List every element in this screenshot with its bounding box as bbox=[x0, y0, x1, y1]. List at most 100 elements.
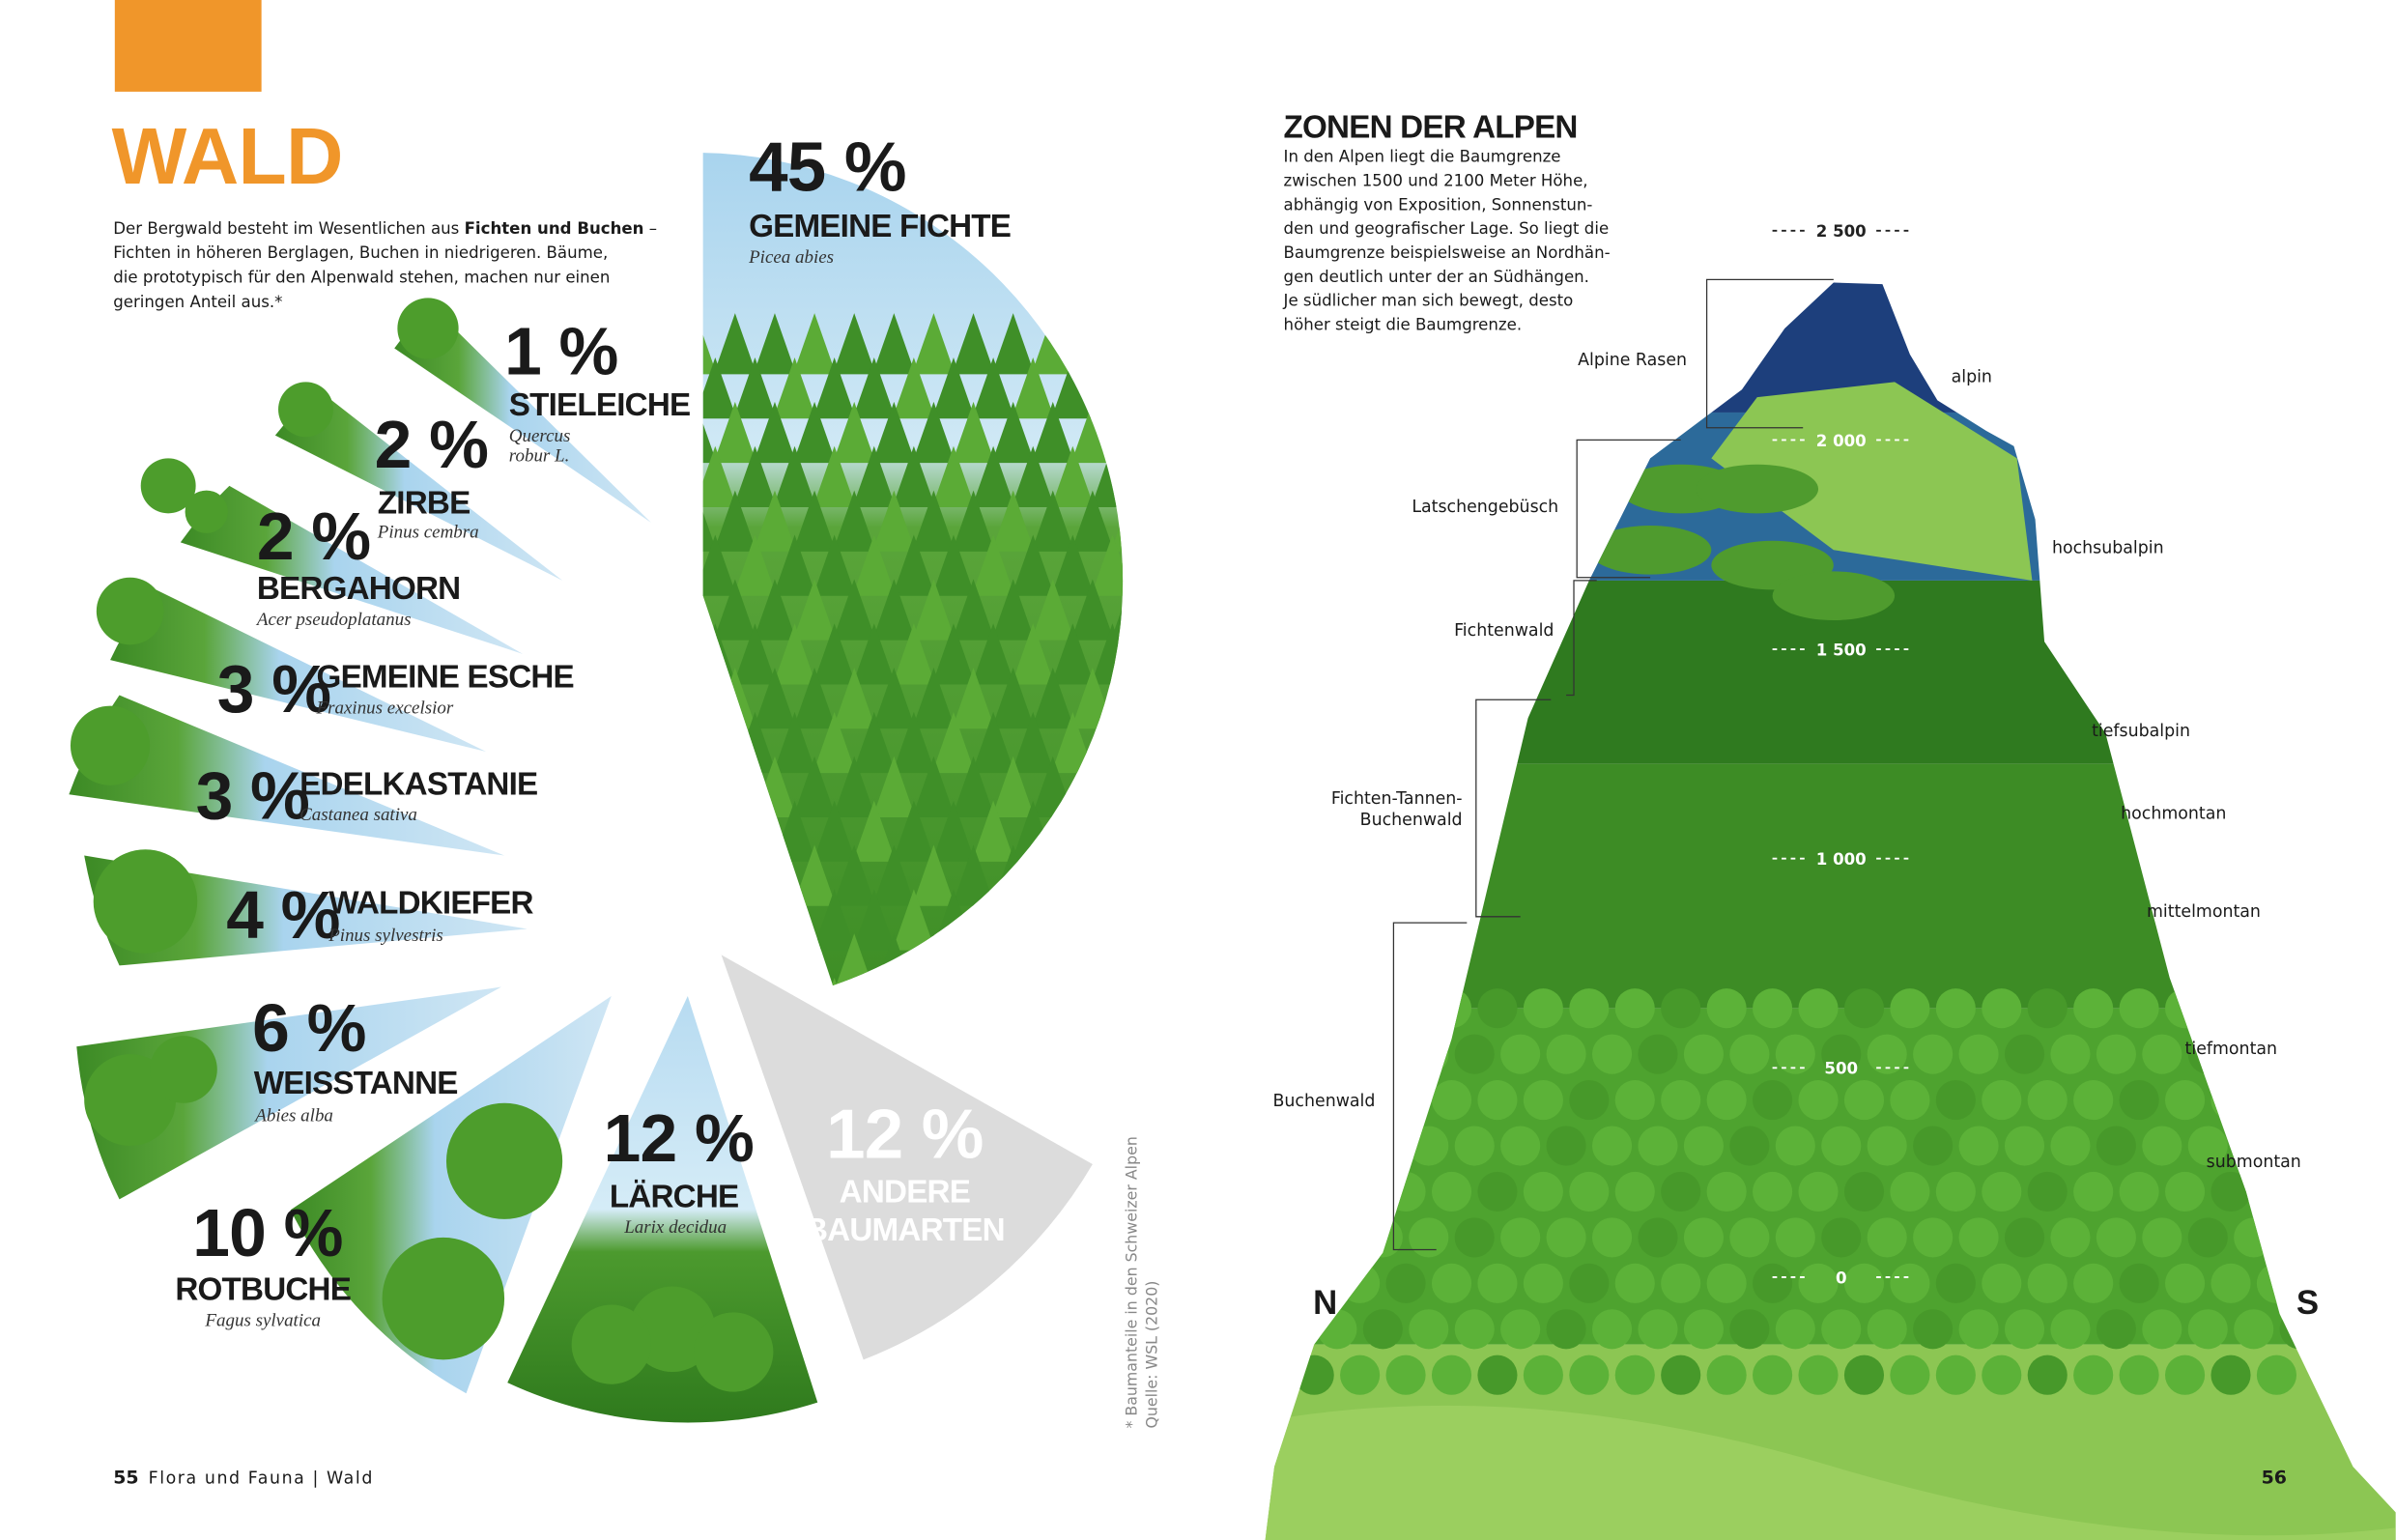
tree bbox=[792, 844, 837, 906]
tree bbox=[971, 623, 1015, 685]
tree bbox=[813, 889, 856, 951]
tree bbox=[702, 357, 737, 419]
tree bbox=[792, 579, 837, 641]
tree bbox=[931, 711, 976, 774]
text: 1 000 bbox=[1816, 850, 1867, 869]
tree-crown bbox=[2187, 1126, 2228, 1166]
tree-crown bbox=[2119, 1355, 2159, 1395]
tree-crown bbox=[2073, 988, 2114, 1029]
tree-crown bbox=[1982, 1080, 2022, 1121]
tree bbox=[1070, 313, 1115, 375]
tree-crown bbox=[1477, 988, 1518, 1029]
tree bbox=[713, 490, 756, 552]
text: höher steigt die Baumgrenze. bbox=[1284, 315, 1523, 333]
tree-crown bbox=[1317, 1126, 1357, 1166]
tree-crown bbox=[1431, 1263, 1472, 1303]
tree-crown bbox=[1523, 988, 1563, 1029]
tree-crown bbox=[2027, 988, 2068, 1029]
tree-crown bbox=[1753, 1263, 1793, 1303]
tree bbox=[991, 490, 1035, 552]
tree bbox=[852, 889, 896, 951]
tree bbox=[713, 756, 756, 818]
tree-crown bbox=[1317, 1217, 1357, 1258]
tree-crown bbox=[1913, 1126, 1954, 1166]
tree-crown bbox=[1546, 1034, 1586, 1074]
tree-crown bbox=[1798, 1080, 1839, 1121]
tree-crown bbox=[2050, 1309, 2091, 1350]
tree-crown bbox=[1843, 1171, 1885, 1212]
text: tiefsubalpin bbox=[2092, 722, 2190, 741]
tree-crown bbox=[1821, 1034, 1862, 1074]
tree-crown bbox=[1591, 1034, 1633, 1074]
tree-crown bbox=[96, 577, 164, 645]
tree-crown bbox=[1385, 1171, 1426, 1212]
tree-crown bbox=[1890, 988, 1930, 1029]
text: Pinus cembra bbox=[377, 523, 479, 543]
tree-crown bbox=[2211, 1171, 2251, 1212]
tree-crown bbox=[1706, 988, 1747, 1029]
tree-crown bbox=[1661, 1355, 1701, 1395]
tree-crown bbox=[1775, 1217, 1815, 1258]
text: ZIRBE bbox=[378, 485, 471, 521]
tree-crown bbox=[2050, 1126, 2091, 1166]
tree bbox=[792, 490, 837, 552]
tree bbox=[852, 534, 896, 596]
tree-crown bbox=[2027, 1171, 2068, 1212]
tree bbox=[733, 357, 777, 419]
tree-crown bbox=[1385, 1263, 1426, 1303]
tree-crown bbox=[1591, 1309, 1633, 1350]
tree bbox=[702, 490, 717, 552]
tree-crown bbox=[2073, 1171, 2114, 1212]
tree-crown bbox=[1454, 1217, 1495, 1258]
tree bbox=[833, 756, 876, 818]
tree bbox=[912, 490, 956, 552]
tree bbox=[1091, 889, 1124, 951]
tree-crown bbox=[1661, 1080, 1701, 1121]
text: EDELKASTANIE bbox=[300, 766, 537, 802]
tree-crown bbox=[1798, 988, 1839, 1029]
tree-crown bbox=[1890, 1171, 1930, 1212]
tree-crown bbox=[2096, 1217, 2136, 1258]
tree-crown bbox=[1317, 1034, 1357, 1074]
tree bbox=[991, 933, 1035, 985]
tree bbox=[753, 490, 797, 552]
tree-crown bbox=[1729, 1126, 1770, 1166]
intro-part: Fichten und Buchen bbox=[465, 219, 644, 238]
tree-crown bbox=[1935, 1171, 1976, 1212]
tree bbox=[991, 401, 1035, 464]
wedge bbox=[180, 485, 524, 654]
tree-crown bbox=[1867, 1034, 1907, 1074]
text: Quelle: WSL (2020) bbox=[1142, 1281, 1160, 1429]
tree-crown bbox=[1775, 1309, 1815, 1350]
text: N bbox=[1313, 1285, 1336, 1322]
tree bbox=[991, 756, 1035, 818]
text: Quercus bbox=[509, 426, 571, 446]
tree bbox=[931, 445, 976, 508]
tree bbox=[912, 668, 956, 729]
tree-crown bbox=[1500, 1309, 1541, 1350]
tree bbox=[1091, 534, 1124, 596]
tree bbox=[1031, 844, 1074, 906]
tree-crown bbox=[1638, 1217, 1678, 1258]
tree-crown bbox=[1385, 988, 1426, 1029]
tree-crown bbox=[2027, 1355, 2068, 1395]
tree bbox=[792, 668, 837, 729]
tree-crown bbox=[1867, 1217, 1907, 1258]
tree bbox=[892, 711, 936, 774]
color-tab bbox=[114, 0, 262, 92]
tree bbox=[1031, 933, 1074, 985]
tree-crown bbox=[1362, 1034, 1403, 1074]
tree bbox=[852, 445, 896, 508]
tree bbox=[1031, 579, 1074, 641]
tree bbox=[833, 844, 876, 906]
tree bbox=[971, 978, 1015, 985]
tree-crown bbox=[1477, 1171, 1518, 1212]
text: * Baumanteile in den Schweizer Alpen bbox=[1123, 1136, 1141, 1428]
text: GEMEINE FICHTE bbox=[749, 209, 1011, 244]
text: ANDERE bbox=[840, 1175, 970, 1211]
tree-crown bbox=[1614, 1080, 1655, 1121]
tree bbox=[792, 756, 837, 818]
tree-crown bbox=[1362, 1217, 1403, 1258]
tree bbox=[753, 313, 797, 375]
